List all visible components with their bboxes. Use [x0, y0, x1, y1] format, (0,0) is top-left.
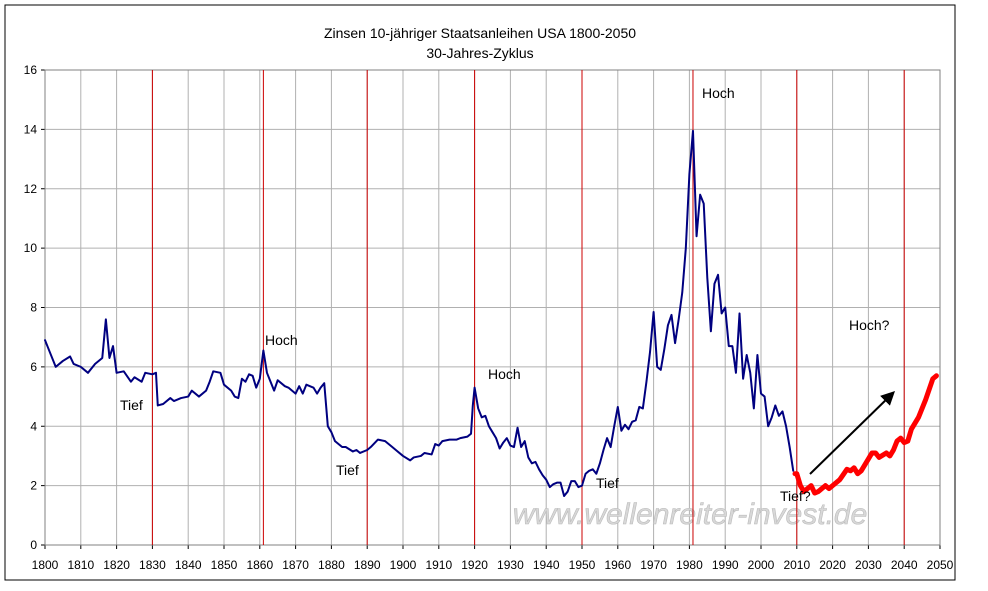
y-tick-label: 6	[30, 360, 37, 374]
x-tick-label: 2000	[748, 558, 775, 572]
y-tick-label: 2	[30, 479, 37, 493]
x-tick-label: 1920	[461, 558, 488, 572]
annotation: Tief	[120, 397, 143, 413]
annotation: Tief	[336, 462, 359, 478]
x-tick-label: 2050	[927, 558, 954, 572]
annotation: Tief	[596, 475, 619, 491]
x-tick-label: 1940	[533, 558, 560, 572]
series-line	[44, 129, 795, 498]
annotation: Hoch	[702, 85, 735, 101]
x-tick-label: 1980	[676, 558, 703, 572]
y-tick-label: 0	[30, 538, 37, 552]
trend-arrow	[809, 391, 896, 475]
x-tick-label: 1800	[32, 558, 59, 572]
x-tick-label: 1900	[390, 558, 417, 572]
annotation: Hoch?	[849, 317, 890, 333]
x-tick-label: 1960	[604, 558, 631, 572]
y-tick-label: 4	[30, 419, 37, 433]
y-tick-label: 14	[24, 122, 38, 136]
y-tick-label: 12	[24, 182, 38, 196]
x-tick-label: 1860	[246, 558, 273, 572]
x-tick-label: 1840	[175, 558, 202, 572]
x-tick-label: 1820	[103, 558, 130, 572]
chart-title: Zinsen 10-jähriger Staatsanleihen USA 18…	[324, 25, 636, 41]
y-tick-label: 10	[24, 241, 38, 255]
x-tick-label: 1890	[354, 558, 381, 572]
x-tick-label: 1910	[425, 558, 452, 572]
series-line	[792, 373, 939, 496]
x-tick-label: 1990	[712, 558, 739, 572]
x-tick-label: 1880	[318, 558, 345, 572]
y-tick-label: 16	[24, 63, 38, 77]
annotation: Hoch	[488, 366, 521, 382]
x-tick-label: 1970	[640, 558, 667, 572]
x-tick-label: 1810	[67, 558, 94, 572]
watermark: www.wellenreiter-invest.de	[513, 498, 868, 531]
y-tick-label: 8	[30, 301, 37, 315]
annotation: Tief?	[780, 488, 811, 504]
x-tick-label: 2020	[819, 558, 846, 572]
plot	[44, 70, 939, 545]
x-tick-label: 2040	[891, 558, 918, 572]
x-tick-label: 2030	[855, 558, 882, 572]
annotation: Hoch	[265, 332, 298, 348]
x-tick-label: 1870	[282, 558, 309, 572]
x-tick-label: 1850	[211, 558, 238, 572]
x-tick-label: 1930	[497, 558, 524, 572]
plot-area	[44, 69, 941, 546]
chart-subtitle: 30-Jahres-Zyklus	[426, 45, 533, 61]
x-tick-label: 1950	[569, 558, 596, 572]
x-tick-label: 1830	[139, 558, 166, 572]
x-tick-label: 2010	[783, 558, 810, 572]
